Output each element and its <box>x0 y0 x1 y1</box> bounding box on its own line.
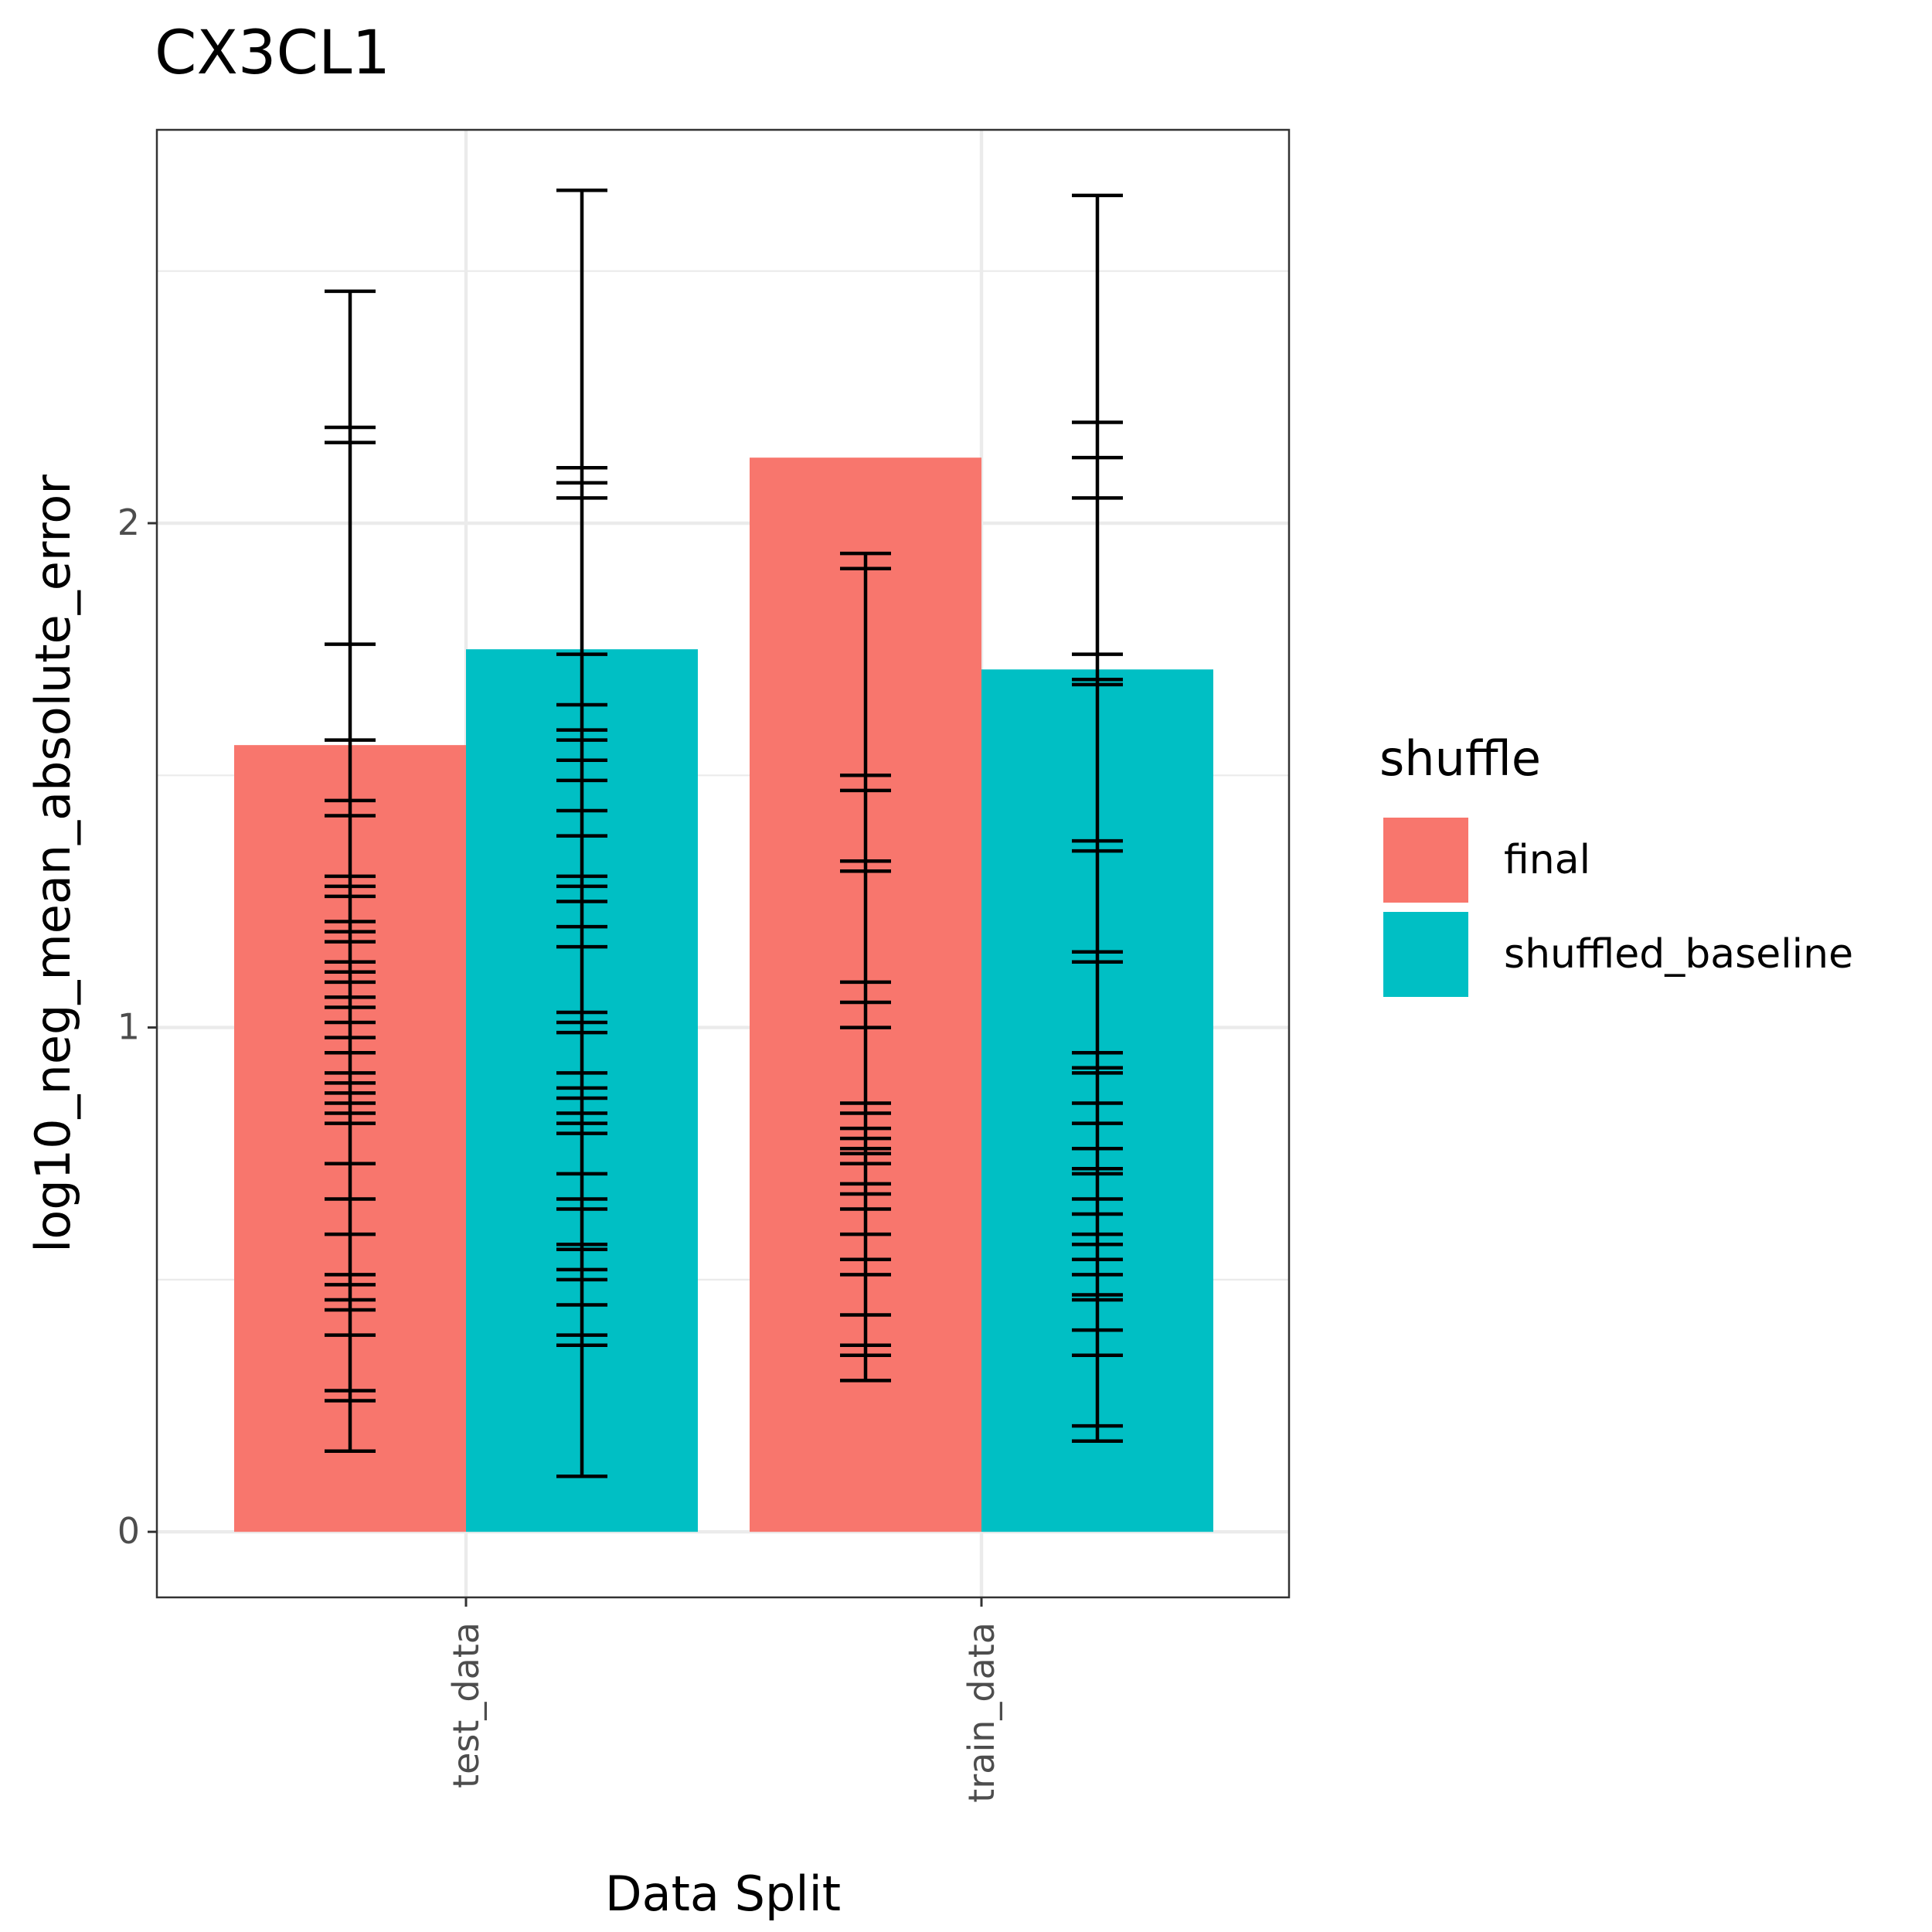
legend-key-final <box>1383 818 1468 903</box>
errorbars <box>325 189 1123 1478</box>
x-tick-label: train_data <box>961 1622 1002 1803</box>
y-tick-label: 0 <box>117 1510 140 1552</box>
legend-label-final: final <box>1504 837 1590 883</box>
panel-border <box>155 128 1291 1599</box>
y-tick-label: 2 <box>117 502 140 543</box>
x-tick-label: test_data <box>445 1622 487 1788</box>
legend-items: final shuffled_baseline <box>1383 818 1853 997</box>
y-tick-label: 1 <box>117 1006 140 1048</box>
y-axis: 0 1 2 <box>117 502 157 1552</box>
legend: shuffle final shuffled_baseline <box>1379 730 1853 997</box>
x-axis-title: Data Split <box>605 1866 841 1922</box>
y-axis-title: log10_neg_mean_absolute_error <box>25 474 81 1253</box>
chart-title: CX3CL1 <box>155 19 390 88</box>
legend-key-shuffled_baseline <box>1383 912 1468 997</box>
legend-label-shuffled_baseline: shuffled_baseline <box>1504 931 1853 978</box>
x-axis: test_data train_data <box>445 1597 1002 1803</box>
legend-title: shuffle <box>1379 730 1541 787</box>
